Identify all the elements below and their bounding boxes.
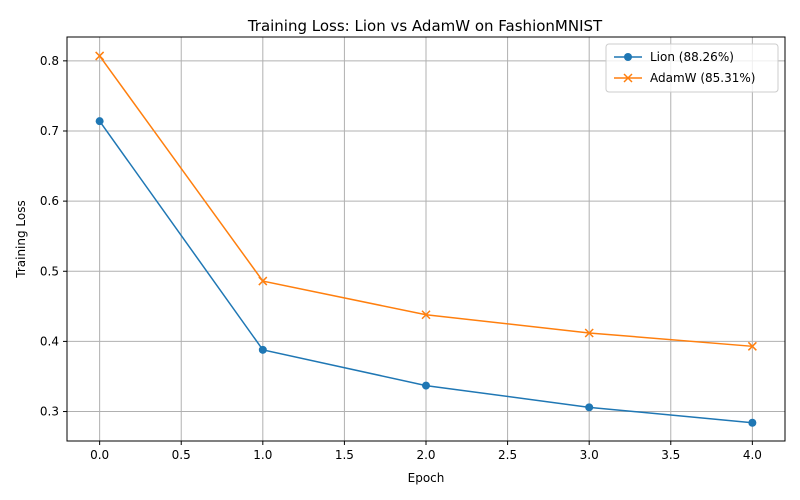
series-lion [95,117,757,427]
data-point [623,73,633,83]
data-point [95,117,104,126]
y-tick-label: 0.7 [40,124,59,138]
legend-item: Lion (88.26%) [614,50,734,64]
data-point [748,418,757,427]
x-tick-label: 2.0 [416,448,435,462]
chart-title: Training Loss: Lion vs AdamW on FashionM… [247,17,603,35]
x-tick-label: 3.0 [580,448,599,462]
x-tick-label: 4.0 [743,448,762,462]
data-point [95,51,105,61]
x-tick-label: 1.0 [253,448,272,462]
data-point [422,381,430,390]
y-tick-label: 0.6 [40,194,59,208]
data-point [747,341,757,351]
data-point [421,310,431,320]
x-axis-ticks: 0.0 0.5 1.0 1.5 2.0 2.5 3.0 3.5 4.0 [90,441,762,462]
x-tick-label: 0.5 [172,448,191,462]
grid-lines [67,37,785,441]
legend-box [605,43,779,93]
data-point [585,403,594,412]
x-axis-label: Epoch [408,471,445,485]
data-point [624,53,632,61]
y-axis-label: Training Loss [14,200,28,278]
x-tick-label: 3.5 [661,448,680,462]
legend-item: AdamW (85.31%) [614,71,755,85]
x-tick-label: 0.0 [90,448,109,462]
legend: Lion (88.26%) AdamW (85.31%) [605,43,779,93]
y-axis-ticks: 0.3 0.4 0.5 0.6 0.7 0.8 [40,54,67,419]
data-point [584,328,594,338]
data-point [258,276,268,286]
series-adamw [95,51,757,351]
series-layer [95,51,757,427]
legend-label: AdamW (85.31%) [650,71,755,85]
y-tick-label: 0.4 [40,334,59,348]
y-tick-label: 0.3 [40,405,59,419]
y-tick-label: 0.8 [40,54,59,68]
data-point [258,345,267,354]
y-tick-label: 0.5 [40,264,59,278]
legend-label: Lion (88.26%) [650,50,734,64]
x-tick-label: 1.5 [335,448,354,462]
x-tick-label: 2.5 [498,448,517,462]
